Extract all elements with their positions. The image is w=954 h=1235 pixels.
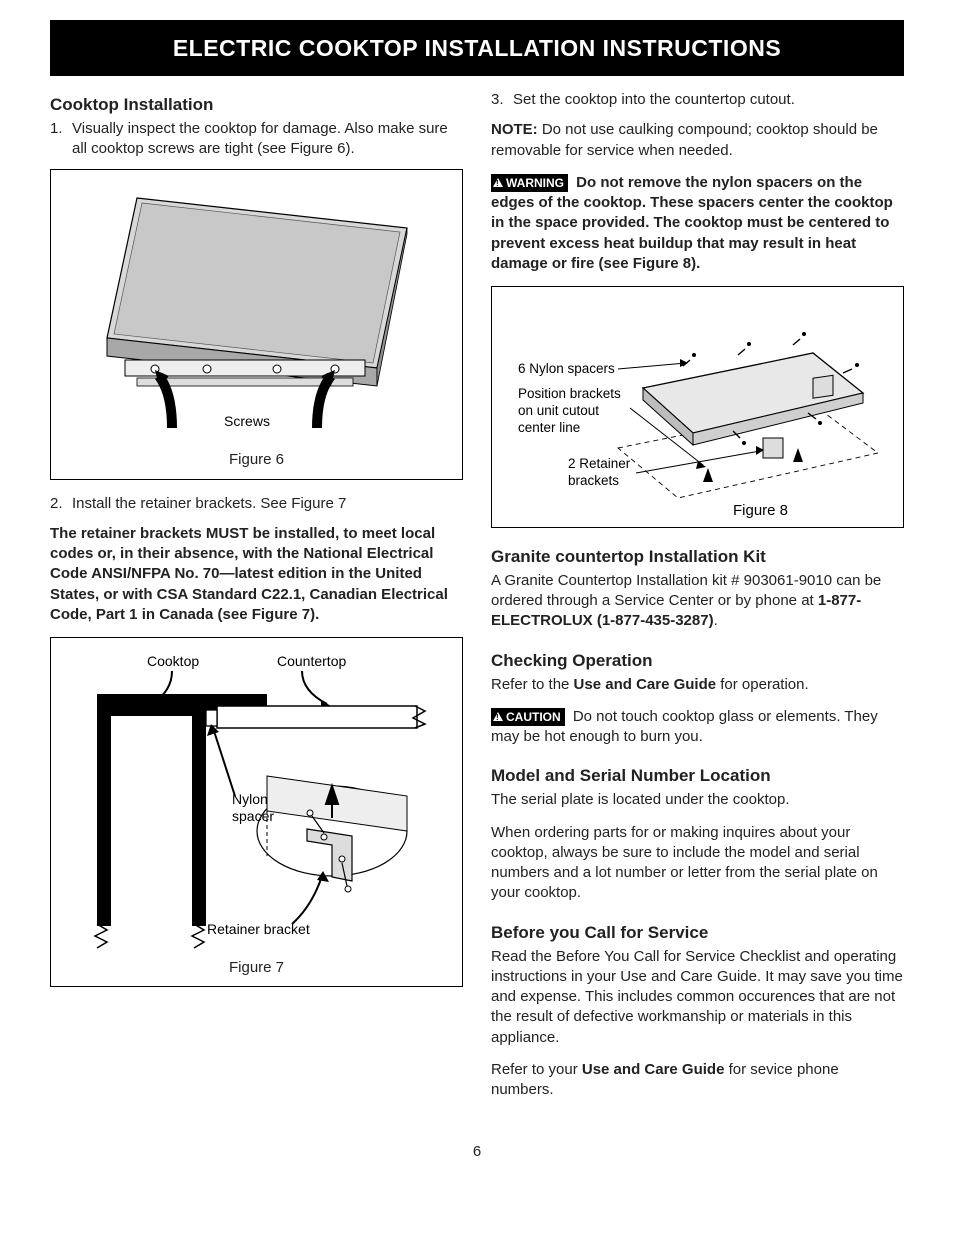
figure-6-box: Screws Figure 6 — [50, 169, 463, 479]
svg-text:6 Nylon spacers: 6 Nylon spacers — [518, 361, 615, 376]
figure-6-svg: Screws — [77, 178, 437, 448]
svg-text:Position brackets: Position brackets — [518, 386, 621, 401]
figure-6-caption: Figure 6 — [229, 450, 284, 470]
heading-model-serial: Model and Serial Number Location — [491, 765, 904, 788]
install-steps-right: 3. Set the cooktop into the countertop c… — [491, 90, 904, 110]
caution-paragraph: CAUTION Do not touch cooktop glass or el… — [491, 707, 904, 748]
svg-text:Nylon: Nylon — [232, 791, 268, 807]
caution-badge-text: CAUTION — [506, 710, 561, 724]
heading-granite-kit: Granite countertop Installation Kit — [491, 546, 904, 569]
left-column: Cooktop Installation 1. Visually inspect… — [50, 90, 463, 1112]
warning-paragraph: WARNING Do not remove the nylon spacers … — [491, 173, 904, 274]
caution-triangle-icon — [493, 712, 503, 721]
svg-text:brackets: brackets — [568, 473, 619, 488]
figure-7-box: Cooktop Countertop — [50, 637, 463, 987]
check-a: Refer to the — [491, 676, 574, 693]
model-p2: When ordering parts for or making inquir… — [491, 823, 904, 904]
install-steps-left-2: 2. Install the retainer brackets. See Fi… — [50, 494, 463, 514]
service-p1: Read the Before You Call for Service Che… — [491, 947, 904, 1048]
svg-text:on unit cutout: on unit cutout — [518, 403, 599, 418]
note-text: Do not use caulking compound; cooktop sh… — [491, 121, 878, 158]
svg-text:2 Retainer: 2 Retainer — [568, 456, 631, 471]
warning-triangle-icon — [493, 178, 503, 187]
model-p1: The serial plate is located under the co… — [491, 790, 904, 810]
granite-text-c: . — [714, 612, 718, 629]
heading-before-service: Before you Call for Service — [491, 922, 904, 945]
step-1-text: Visually inspect the cooktop for damage.… — [72, 120, 448, 157]
svg-text:spacer: spacer — [232, 808, 274, 824]
step-3-number: 3. — [491, 90, 504, 110]
heading-checking-operation: Checking Operation — [491, 650, 904, 673]
svg-text:Countertop: Countertop — [277, 653, 346, 669]
heading-cooktop-installation: Cooktop Installation — [50, 94, 463, 117]
step-3: 3. Set the cooktop into the countertop c… — [491, 90, 904, 110]
granite-paragraph: A Granite Countertop Installation kit # … — [491, 571, 904, 632]
checking-paragraph: Refer to the Use and Care Guide for oper… — [491, 675, 904, 695]
figure-7-caption: Figure 7 — [229, 958, 284, 978]
two-column-layout: Cooktop Installation 1. Visually inspect… — [50, 90, 904, 1112]
install-steps-left: 1. Visually inspect the cooktop for dama… — [50, 119, 463, 160]
step-3-text: Set the cooktop into the countertop cuto… — [513, 91, 795, 108]
warning-badge-text: WARNING — [506, 176, 564, 190]
page-number: 6 — [50, 1142, 904, 1162]
service-p2a: Refer to your — [491, 1061, 582, 1078]
service-p2b: Use and Care Guide — [582, 1061, 725, 1078]
svg-text:center line: center line — [518, 420, 580, 435]
right-column: 3. Set the cooktop into the countertop c… — [491, 90, 904, 1112]
step-1: 1. Visually inspect the cooktop for dama… — [50, 119, 463, 160]
page-header: ELECTRIC COOKTOP INSTALLATION INSTRUCTIO… — [50, 20, 904, 76]
figure-7-svg: Cooktop Countertop — [77, 646, 437, 956]
service-p2: Refer to your Use and Care Guide for sev… — [491, 1060, 904, 1101]
check-c: for operation. — [716, 676, 809, 693]
step-2-text: Install the retainer brackets. See Figur… — [72, 495, 346, 512]
step-1-number: 1. — [50, 119, 63, 139]
note-paragraph: NOTE: Do not use caulking compound; cook… — [491, 120, 904, 161]
step-2-number: 2. — [50, 494, 63, 514]
svg-text:Figure 8: Figure 8 — [733, 502, 788, 519]
bracket-warning-bold: The retainer brackets MUST be installed,… — [50, 524, 463, 625]
fig6-screws-label: Screws — [224, 413, 270, 429]
caution-badge: CAUTION — [491, 708, 565, 726]
check-b: Use and Care Guide — [574, 676, 717, 693]
figure-8-box: 6 Nylon spacers Position brackets on uni… — [491, 286, 904, 528]
step-2: 2. Install the retainer brackets. See Fi… — [50, 494, 463, 514]
svg-text:Retainer bracket: Retainer bracket — [207, 921, 310, 937]
note-label: NOTE: — [491, 121, 538, 138]
warning-badge: WARNING — [491, 174, 568, 192]
svg-text:Cooktop: Cooktop — [147, 653, 199, 669]
figure-8-svg: 6 Nylon spacers Position brackets on uni… — [508, 293, 888, 523]
